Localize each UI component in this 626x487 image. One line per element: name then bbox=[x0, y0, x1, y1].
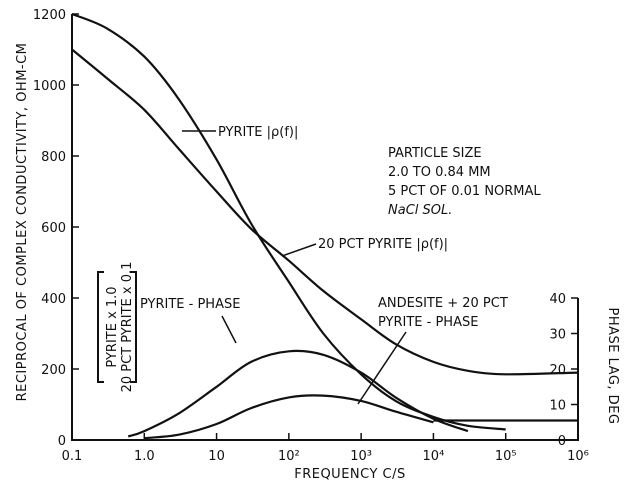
x-tick-label: 10³ bbox=[350, 449, 372, 464]
y-right-tick-label: 10 bbox=[549, 399, 566, 414]
y-tick-label: 400 bbox=[41, 292, 66, 307]
scale-bracket: PYRITE x 1.0 20 PCT PYRITE x 0.1 bbox=[97, 262, 137, 393]
series-pyrite-abs bbox=[71, 12, 506, 431]
label-pyrite-abs: PYRITE |ρ(f)| bbox=[218, 125, 298, 140]
x-tick-label: 10 bbox=[208, 449, 225, 464]
annotation-particle-range: 2.0 TO 0.84 MM bbox=[388, 165, 491, 180]
y-tick-label: 800 bbox=[41, 150, 66, 165]
label-andesite-line2: PYRITE - PHASE bbox=[378, 315, 478, 330]
y-axis-right-label: PHASE LAG, DEG bbox=[605, 308, 620, 425]
x-axis-label: FREQUENCY C/S bbox=[294, 467, 406, 482]
axis-ticks: 0 200 400 600 800 1000 1200 0 10 20 30 40 0.1 1.0 10 10… bbox=[33, 8, 589, 464]
x-tick-label: 1.0 bbox=[134, 449, 155, 464]
y-right-tick-label: 30 bbox=[549, 328, 566, 343]
x-tick-label: 10² bbox=[278, 449, 300, 464]
y-right-tick-label: 20 bbox=[549, 363, 566, 378]
y-axis-label: RECIPROCAL OF COMPLEX CONDUCTIVITY, OHM-… bbox=[15, 43, 30, 402]
y-tick-label: 600 bbox=[41, 221, 66, 236]
x-tick-label: 10⁴ bbox=[423, 449, 445, 464]
label-20pct-pyrite-abs: 20 PCT PYRITE |ρ(f)| bbox=[318, 237, 448, 252]
y-tick-label: 1000 bbox=[33, 79, 66, 94]
x-tick-label: 0.1 bbox=[62, 449, 83, 464]
x-tick-label: 10⁶ bbox=[567, 449, 589, 464]
label-pyrite-phase: PYRITE - PHASE bbox=[140, 297, 240, 312]
series-andesite-phase bbox=[144, 394, 434, 440]
annotation-particle-nacl: NaCl SOL. bbox=[388, 203, 452, 218]
series-20pct-pyrite-abs bbox=[71, 48, 579, 376]
x-tick-label: 10⁵ bbox=[495, 449, 517, 464]
y-tick-label: 200 bbox=[41, 363, 66, 378]
y-right-tick-label: 40 bbox=[549, 292, 566, 307]
series-pyrite-phase bbox=[127, 349, 469, 438]
y-right-tick-label: 0 bbox=[558, 434, 566, 449]
bracket-line-2: 20 PCT PYRITE x 0.1 bbox=[120, 262, 135, 393]
leader-lines bbox=[182, 130, 407, 405]
y-tick-label: 1200 bbox=[33, 8, 66, 23]
axis-lines bbox=[71, 14, 579, 441]
series-curves bbox=[71, 12, 579, 440]
label-andesite-line1: ANDESITE + 20 PCT bbox=[378, 296, 508, 311]
annotation-particle-size: PARTICLE SIZE bbox=[388, 146, 482, 161]
annotation-particle-solution: 5 PCT OF 0.01 NORMAL bbox=[388, 184, 541, 199]
bracket-line-1: PYRITE x 1.0 bbox=[105, 286, 120, 367]
y-tick-label: 0 bbox=[58, 434, 66, 449]
axes-frame bbox=[71, 14, 579, 441]
